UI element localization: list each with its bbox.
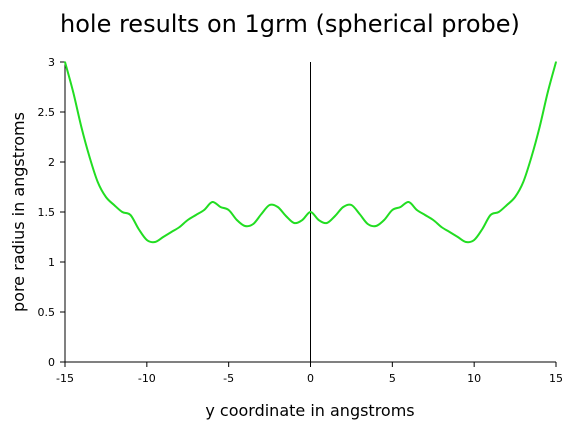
data-point — [350, 204, 353, 206]
data-point — [121, 211, 124, 213]
data-point — [334, 215, 336, 217]
data-point — [440, 226, 443, 228]
data-point — [203, 209, 205, 211]
data-point — [137, 228, 140, 230]
data-point — [326, 222, 328, 224]
data-point — [522, 181, 525, 183]
data-point — [260, 213, 263, 215]
data-point — [358, 213, 361, 215]
axes: -15 -10 -5 0 5 10 15 0 0.5 1 1.5 2 2.5 3 — [38, 56, 564, 385]
x-tick-label: -15 — [56, 372, 74, 385]
y-axis-label: pore radius in angstroms — [9, 112, 28, 312]
y-tick-label: 1 — [48, 256, 55, 269]
x-tick-label: 15 — [549, 372, 563, 385]
data-point — [236, 219, 238, 221]
data-point — [399, 206, 402, 208]
x-axis-label: y coordinate in angstroms — [205, 401, 414, 420]
y-tick-label: 0.5 — [38, 306, 56, 319]
data-point — [64, 61, 66, 63]
data-point — [473, 239, 475, 241]
data-point — [538, 126, 541, 128]
data-point — [317, 219, 320, 221]
data-point — [178, 226, 181, 228]
data-point — [72, 91, 74, 93]
data-point — [530, 156, 533, 158]
data-point — [301, 219, 304, 221]
data-point — [514, 196, 516, 198]
data-point — [506, 204, 508, 206]
data-point — [416, 209, 418, 211]
data-point — [366, 223, 369, 225]
data-point — [285, 215, 287, 217]
x-tick-label: 0 — [307, 372, 314, 385]
data-point — [244, 225, 246, 227]
x-tick-label: -10 — [138, 372, 156, 385]
data-point — [105, 196, 107, 198]
data-point — [96, 181, 99, 183]
data-point — [391, 209, 394, 211]
data-point — [293, 222, 295, 224]
data-point — [186, 219, 189, 221]
data-point — [113, 204, 115, 206]
data-point — [555, 61, 557, 63]
y-tick-label: 2 — [48, 156, 55, 169]
data-point — [170, 231, 173, 233]
y-tick-label: 0 — [48, 356, 55, 369]
data-point — [448, 231, 451, 233]
data-point — [407, 201, 410, 203]
data-point — [481, 228, 484, 230]
data-point — [375, 225, 377, 227]
data-point — [146, 239, 148, 241]
data-point — [80, 126, 83, 128]
data-point — [547, 91, 549, 93]
data-point — [465, 241, 467, 243]
y-tick-label: 1.5 — [38, 206, 56, 219]
data-point — [129, 214, 132, 216]
x-tick-label: -5 — [223, 372, 234, 385]
data-point — [88, 156, 91, 158]
data-point — [309, 211, 312, 213]
data-point — [424, 214, 426, 216]
data-point — [252, 223, 255, 225]
data-point — [489, 214, 492, 216]
data-point — [342, 206, 345, 208]
data-point — [497, 211, 500, 213]
data-point — [227, 209, 230, 211]
x-tick-label: 5 — [389, 372, 396, 385]
plot-series — [64, 61, 557, 244]
data-point — [162, 236, 164, 238]
data-point — [219, 206, 222, 208]
data-point — [276, 206, 279, 208]
y-tick-label: 3 — [48, 56, 55, 69]
data-point — [383, 219, 385, 221]
y-tick-label: 2.5 — [38, 106, 56, 119]
x-tick-label: 10 — [467, 372, 481, 385]
data-point — [211, 201, 214, 203]
data-point — [154, 241, 156, 243]
data-point — [432, 219, 435, 221]
chart-title: hole results on 1grm (spherical probe) — [60, 10, 520, 38]
data-point — [457, 236, 459, 238]
data-point — [268, 204, 271, 206]
data-point — [195, 214, 197, 216]
